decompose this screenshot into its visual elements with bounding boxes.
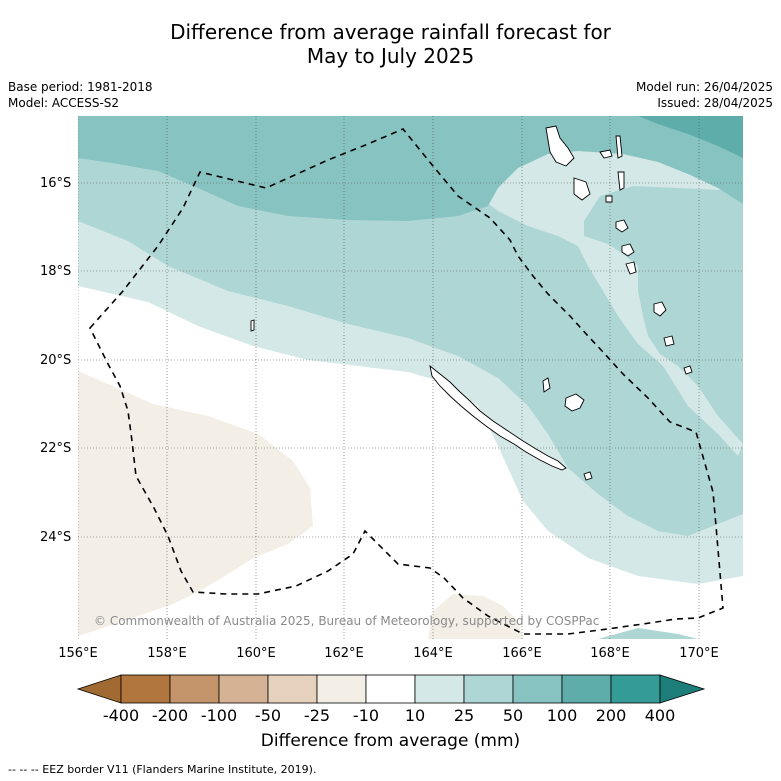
island-maewo [615,135,623,159]
colorbar-segment [169,674,220,704]
island-vanua-lava [599,149,613,159]
colorbar-tick-label: 200 [595,706,627,725]
lon-label-170e: 170°E [679,646,719,661]
colorbar-tick-label: -50 [254,706,282,725]
colorbar-tick-label: -200 [151,706,189,725]
colorbar-tick-label: -400 [102,706,140,725]
title-line-2: May to July 2025 [306,44,475,68]
map-title: Difference from average rainfall forecas… [0,20,781,68]
colorbar-tick-label: -25 [303,706,331,725]
anomaly-band-negative-west [78,371,313,636]
island-small-east-1 [653,301,667,317]
graticule [78,116,743,639]
island-tanna [625,261,637,275]
meta-right: Model run: 26/04/2025 Issued: 28/04/2025 [636,79,773,111]
colorbar-segment [120,674,171,704]
colorbar-tick-label: 10 [404,706,426,725]
lon-label-166e: 166°E [502,646,542,661]
lat-label-20s: 20°S [40,353,72,368]
issued-label: Issued: 28/04/2025 [657,96,773,110]
eez-footnote: -- -- -- EEZ border V11 (Flanders Marine… [8,763,317,776]
coastlines [250,125,693,481]
colorbar-segment [414,674,465,704]
colorbar-segment [512,674,563,704]
colorbar-tick-label: -100 [200,706,238,725]
map-canvas [78,116,743,639]
colorbar-tick-label: 400 [644,706,676,725]
base-period-label: Base period: 1981-2018 [8,80,153,94]
island-erromango [621,243,635,257]
lat-label-18s: 18°S [40,264,72,279]
lat-label-22s: 22°S [40,441,72,456]
colorbar-segment [218,674,269,704]
colorbar-segment [610,674,661,704]
lon-label-164e: 164°E [413,646,453,661]
island-mare [583,471,593,481]
island-small-east-3 [683,365,693,375]
island-efate [615,219,629,233]
island-new-caledonia [429,364,567,471]
colorbar-tick-label: 50 [502,706,524,725]
colorbar-segment [365,674,416,704]
lat-label-16s: 16°S [40,176,72,191]
lon-label-162e: 162°E [324,646,364,661]
lon-label-156e: 156°E [58,646,98,661]
island-espiritu-santo [545,125,575,167]
copyright-notice: © Commonwealth of Australia 2025, Bureau… [94,614,600,628]
island-small-east-2 [663,335,675,347]
anomaly-band-negative-south [428,594,523,639]
lat-label-24s: 24°S [40,530,72,545]
anomaly-band-25-50-south [598,628,698,639]
colorbar-tick-label: -10 [352,706,380,725]
island-malakula [573,177,591,201]
colorbar-segment [316,674,367,704]
colorbar-extend-low [76,674,122,704]
meta-left: Base period: 1981-2018 Model: ACCESS-S2 [8,79,153,111]
island-pentecost [617,171,625,191]
lon-label-168e: 168°E [590,646,630,661]
model-label: Model: ACCESS-S2 [8,96,120,110]
anomaly-band-50-100 [78,116,743,221]
colorbar-segment [267,674,318,704]
island-ouvea [542,377,551,393]
colorbar [76,674,706,704]
anomaly-band-25-50 [78,116,743,536]
island-small-west [250,319,255,332]
anomaly-band-100-200 [638,116,743,158]
model-run-label: Model run: 26/04/2025 [635,80,773,94]
island-lifou [564,393,585,412]
title-line-1: Difference from average rainfall forecas… [170,20,611,44]
colorbar-segment [561,674,612,704]
colorbar-segment [463,674,514,704]
colorbar-tick-label: 25 [453,706,475,725]
colorbar-extend-high [659,674,706,704]
lon-label-158e: 158°E [147,646,187,661]
eez-border [89,128,724,635]
colorbar-title: Difference from average (mm) [260,731,521,751]
colorbar-tick-label: 100 [546,706,578,725]
island-ambrym [605,195,613,203]
map-panel [78,116,743,639]
lon-label-160e: 160°E [236,646,276,661]
